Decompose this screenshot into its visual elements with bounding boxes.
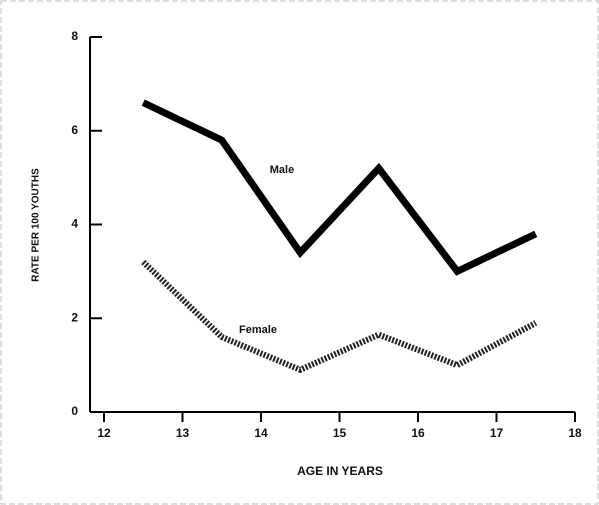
y-tick-label: 2 (71, 310, 78, 324)
x-tick-label: 12 (97, 426, 111, 440)
x-tick-label: 14 (254, 426, 268, 440)
x-tick-label: 15 (333, 426, 347, 440)
series-line (141, 99, 538, 276)
y-axis-title: RATE PER 100 YOUTHS (31, 168, 42, 282)
x-axis-title: AGE IN YEARS (297, 464, 383, 478)
x-tick-label: 17 (490, 426, 504, 440)
series-line (141, 259, 538, 374)
series-label: Female (239, 324, 277, 336)
y-tick-label: 6 (71, 123, 78, 137)
x-tick-label: 18 (568, 426, 582, 440)
y-tick-label: 8 (71, 29, 78, 43)
y-tick-label: 4 (71, 217, 78, 231)
series-label: Male (270, 164, 294, 176)
y-tick-label: 0 (71, 404, 78, 418)
x-tick-label: 16 (411, 426, 425, 440)
x-tick-label: 13 (176, 426, 190, 440)
